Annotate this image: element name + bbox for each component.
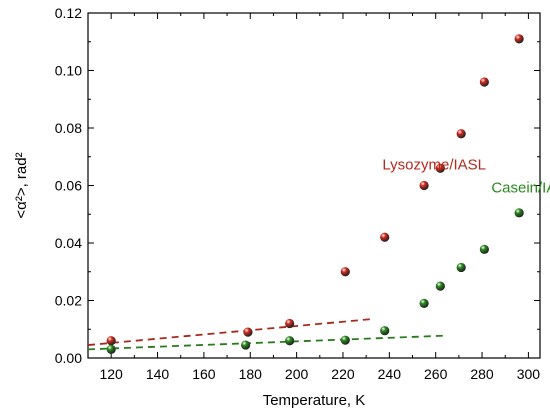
x-tick-label: 160 (192, 366, 216, 382)
data-point-series-1 (340, 335, 350, 345)
y-tick-label: 0.12 (55, 5, 82, 21)
data-point-series-0 (340, 267, 350, 277)
y-tick-label: 0.08 (55, 120, 82, 136)
data-point-series-0 (106, 336, 116, 346)
data-point-series-1 (479, 244, 489, 254)
annotation-label: Lysozyme/IASL (382, 157, 486, 174)
y-tick-label: 0.00 (55, 350, 82, 366)
x-tick-label: 200 (285, 366, 309, 382)
y-tick-label: 0.10 (55, 63, 82, 79)
y-tick-label: 0.02 (55, 293, 82, 309)
data-point-series-1 (456, 262, 466, 273)
data-point-series-0 (479, 77, 489, 87)
data-point-series-1 (285, 336, 295, 346)
annotation-label: Casein/IASL (491, 180, 550, 197)
x-tick-label: 180 (239, 366, 263, 382)
data-point-series-1 (435, 281, 445, 291)
data-point-series-1 (419, 298, 429, 308)
data-point-series-0 (435, 163, 445, 173)
data-point-series-1 (241, 340, 251, 350)
x-tick-label: 260 (424, 366, 448, 382)
y-tick-label: 0.04 (55, 235, 82, 251)
data-point-series-1 (380, 326, 390, 336)
x-axis-title: Temperature, K (263, 392, 366, 409)
x-tick-label: 240 (378, 366, 402, 382)
data-point-series-0 (243, 327, 253, 337)
data-point-series-0 (419, 180, 429, 191)
x-tick-label: 220 (331, 366, 355, 382)
y-axis-title: <α²>, rad² (13, 152, 30, 218)
data-point-series-1 (514, 208, 524, 218)
data-point-series-0 (285, 318, 295, 329)
x-tick-label: 120 (99, 366, 123, 382)
data-point-series-0 (456, 129, 466, 139)
data-point-series-0 (380, 232, 390, 242)
x-tick-label: 300 (517, 366, 541, 382)
data-point-series-0 (514, 34, 524, 44)
plot-elements: 120 140 160 180 200 220 240 260 280 300 0.00 0.02 0.… (13, 5, 550, 409)
y-tick-label: 0.06 (55, 178, 82, 194)
x-tick-label: 140 (146, 366, 170, 382)
x-tick-label: 280 (470, 366, 494, 382)
data-point-series-1 (106, 344, 116, 354)
